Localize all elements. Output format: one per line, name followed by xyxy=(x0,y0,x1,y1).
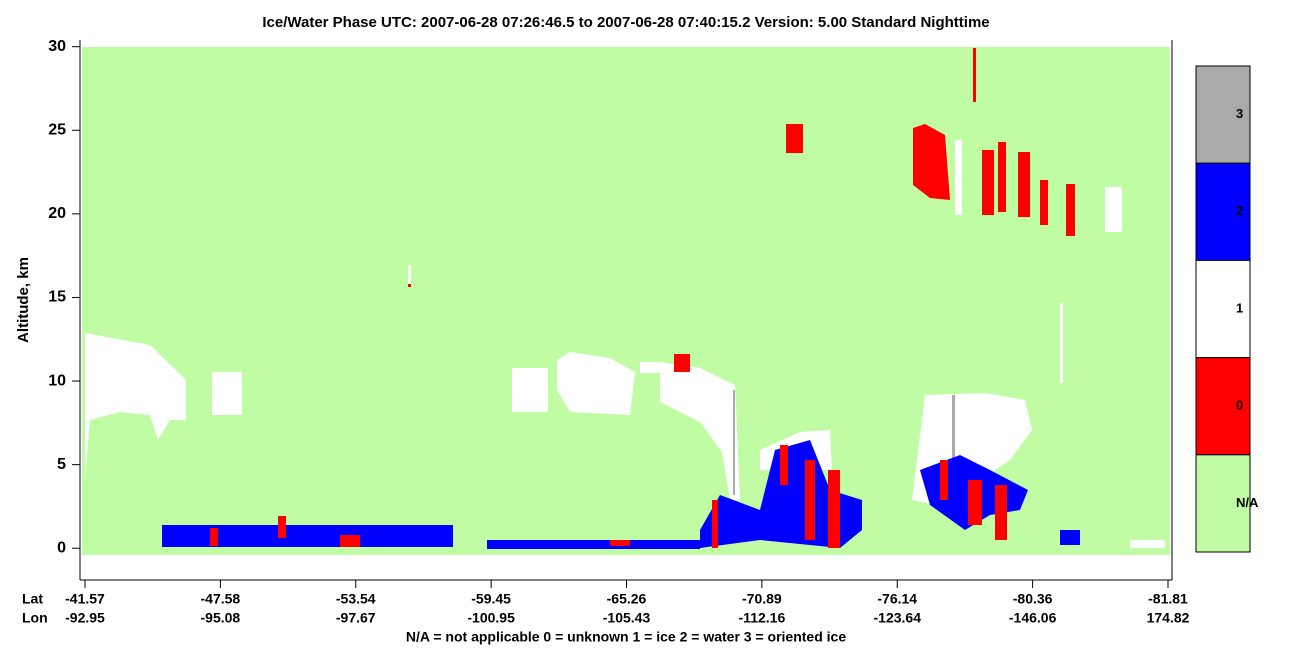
unknown-phase xyxy=(998,142,1006,212)
unknown-phase xyxy=(995,485,1007,540)
lon-tick-label: -100.95 xyxy=(467,610,515,626)
y-tick-label: 25 xyxy=(48,121,66,138)
y-tick-label: 20 xyxy=(48,205,66,222)
ice-cloud xyxy=(640,362,660,373)
ice-cloud xyxy=(1060,303,1063,383)
ice-cloud xyxy=(1130,540,1165,548)
unknown-phase xyxy=(913,124,950,200)
water-cloud xyxy=(162,525,453,547)
ice-cloud xyxy=(212,372,242,415)
y-tick-label: 10 xyxy=(48,372,66,389)
colorbar-swatch xyxy=(1195,454,1251,553)
cloud-features xyxy=(85,48,1165,549)
colorbar-label: 2 xyxy=(1236,203,1243,218)
colorbar-label: 0 xyxy=(1236,398,1243,413)
unknown-phase xyxy=(408,284,411,287)
oriented-ice xyxy=(952,395,955,465)
unknown-phase xyxy=(805,460,815,540)
lon-tick-label: -95.08 xyxy=(201,610,241,626)
water-cloud xyxy=(1060,530,1080,545)
ice-cloud xyxy=(512,368,548,412)
y-tick-label: 30 xyxy=(48,38,66,55)
unknown-phase xyxy=(1018,152,1030,217)
lat-tick-label: -81.81 xyxy=(1148,591,1188,607)
y-axis-label: Altitude, km xyxy=(15,257,32,343)
ice-cloud xyxy=(408,265,411,285)
water-cloud xyxy=(487,540,700,549)
lat-tick-label: -80.36 xyxy=(1013,591,1053,607)
unknown-phase xyxy=(982,150,994,215)
lat-tick-label: -59.45 xyxy=(471,591,511,607)
lat-tick-label: -76.14 xyxy=(877,591,917,607)
unknown-phase xyxy=(210,528,218,546)
unknown-phase xyxy=(968,480,982,525)
plot-background xyxy=(82,47,1170,555)
lat-tick-label: -47.58 xyxy=(201,591,241,607)
lon-tick-label: -123.64 xyxy=(874,610,922,626)
lon-tick-label: -146.06 xyxy=(1009,610,1057,626)
ice-cloud xyxy=(557,352,635,415)
colorbar-swatch xyxy=(1195,259,1251,359)
lon-tick-label: -105.43 xyxy=(603,610,651,626)
lat-tick-label: -70.89 xyxy=(742,591,782,607)
lat-row-label: Lat xyxy=(22,591,43,607)
lat-tick-label: -53.54 xyxy=(336,591,376,607)
lon-tick-label: -92.95 xyxy=(65,610,105,626)
ice-cloud xyxy=(660,362,740,500)
unknown-phase xyxy=(828,470,840,548)
colorbar-label: 3 xyxy=(1236,106,1243,121)
colorbar-label: 1 xyxy=(1236,300,1243,315)
colorbar-swatch xyxy=(1195,162,1251,261)
unknown-phase xyxy=(780,445,788,485)
water-cloud xyxy=(700,440,862,548)
unknown-phase xyxy=(786,124,803,153)
chart-title: Ice/Water Phase UTC: 2007-06-28 07:26:46… xyxy=(262,14,989,31)
unknown-phase xyxy=(712,500,718,548)
lon-tick-label: 174.82 xyxy=(1147,610,1190,626)
oriented-ice xyxy=(733,390,735,495)
unknown-phase xyxy=(278,516,286,538)
footnote: N/A = not applicable 0 = unknown 1 = ice… xyxy=(406,629,846,645)
lon-tick-label: -112.16 xyxy=(739,610,786,626)
lat-tick-label: -41.57 xyxy=(65,591,105,607)
ice-cloud xyxy=(1105,187,1122,232)
unknown-phase xyxy=(674,354,690,372)
colorbar-swatch xyxy=(1195,65,1251,164)
colorbar-label: N/A xyxy=(1236,495,1259,510)
lon-tick-label: -97.67 xyxy=(336,610,376,626)
y-tick-label: 5 xyxy=(57,456,66,473)
lat-tick-label: -65.26 xyxy=(607,591,647,607)
unknown-phase xyxy=(1066,184,1075,236)
unknown-phase xyxy=(340,535,360,547)
ice-cloud xyxy=(955,140,962,215)
ice-cloud xyxy=(85,333,186,480)
unknown-phase xyxy=(1040,180,1048,225)
y-tick-label: 0 xyxy=(57,539,66,556)
unknown-phase xyxy=(973,48,976,102)
lon-row-label: Lon xyxy=(22,610,48,626)
unknown-phase xyxy=(940,460,948,500)
colorbar-swatch xyxy=(1195,357,1251,456)
y-tick-label: 15 xyxy=(48,289,66,306)
unknown-phase xyxy=(610,540,630,546)
